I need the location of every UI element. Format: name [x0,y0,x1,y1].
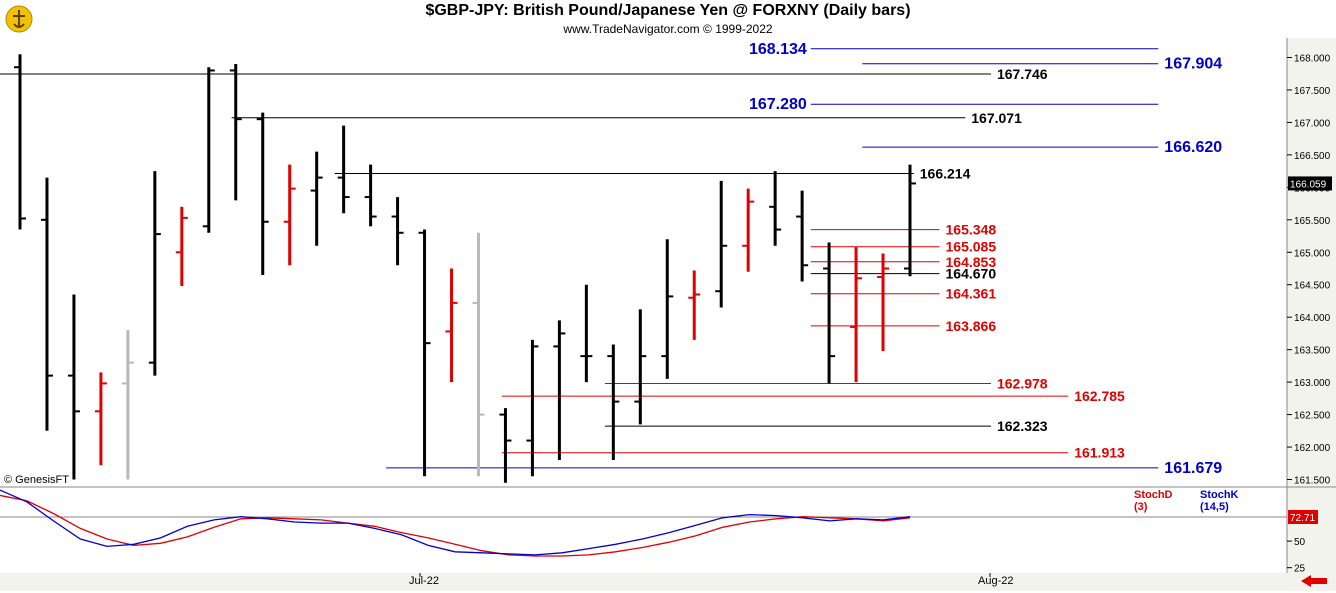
stoch-last-value-box [1288,509,1318,524]
x-tick-label-jul: Jul-22 [409,575,439,587]
y-tick-label: 166.500 [1294,151,1331,162]
level-label: 166.620 [1164,139,1222,156]
level-label: 165.348 [946,222,997,238]
chart-title: $GBP-JPY: British Pound/Japanese Yen @ F… [425,2,911,19]
last-price-box [1288,176,1332,191]
chart-header: $GBP-JPY: British Pound/Japanese Yen @ F… [0,0,1336,38]
level-label: 164.361 [946,286,997,302]
level-label: 162.323 [997,418,1048,434]
y-tick-label: 162.500 [1294,411,1331,422]
y-tick-label: 161.500 [1294,476,1331,487]
y-axis-panel [1287,38,1336,591]
chart-subtitle: www.TradeNavigator.com © 1999-2022 [563,22,773,36]
back-arrow-icon[interactable] [1299,574,1329,588]
y-tick-label: 165.000 [1294,248,1331,259]
stoch-last-value-label: 72.71 [1290,513,1315,524]
y-tick-label: 168.000 [1294,53,1331,64]
y-tick-label: 163.500 [1294,346,1331,357]
y-tick-label: 164.000 [1294,313,1331,324]
stoch-line-stochk [0,489,911,556]
level-label: 161.913 [1074,445,1125,461]
stoch-y-tick-label: 50 [1294,537,1306,548]
stoch-y-tick-label: 25 [1294,564,1306,575]
level-label: 167.071 [971,110,1022,126]
level-label: 163.866 [946,318,997,334]
level-label: 164.670 [946,266,997,282]
level-label: 162.785 [1074,388,1125,404]
y-tick-label: 165.500 [1294,216,1331,227]
y-tick-label: 162.000 [1294,443,1331,454]
level-label: 165.085 [946,239,997,255]
level-label: 161.679 [1164,460,1222,477]
x-tick-label-aug: Aug-22 [978,575,1014,587]
legend-stochd: StochD (3) [1134,489,1173,513]
y-tick-label: 167.000 [1294,118,1331,129]
y-tick-label: 164.500 [1294,281,1331,292]
stochastic-panel [0,488,1287,573]
level-label: 168.134 [749,41,807,58]
legend-stochk: StochK (14,5) [1200,489,1239,513]
level-label: 167.280 [749,96,807,113]
level-label: 167.904 [1164,56,1222,73]
price-chart[interactable]: 161.500 162.000 162.500 163.000 163.500 164.0… [0,38,1336,591]
stoch-line-stochd [0,494,911,557]
y-tick-label: 167.500 [1294,86,1331,97]
level-label: 162.978 [997,376,1048,392]
last-price-label: 166.059 [1290,179,1327,190]
y-tick-label: 163.000 [1294,378,1331,389]
watermark: © GenesisFT [4,474,69,486]
level-label: 167.746 [997,66,1048,82]
level-label: 166.214 [920,165,971,181]
level-label: 164.853 [946,254,997,270]
x-axis-panel [0,573,1336,591]
genesis-logo-icon [4,4,34,34]
